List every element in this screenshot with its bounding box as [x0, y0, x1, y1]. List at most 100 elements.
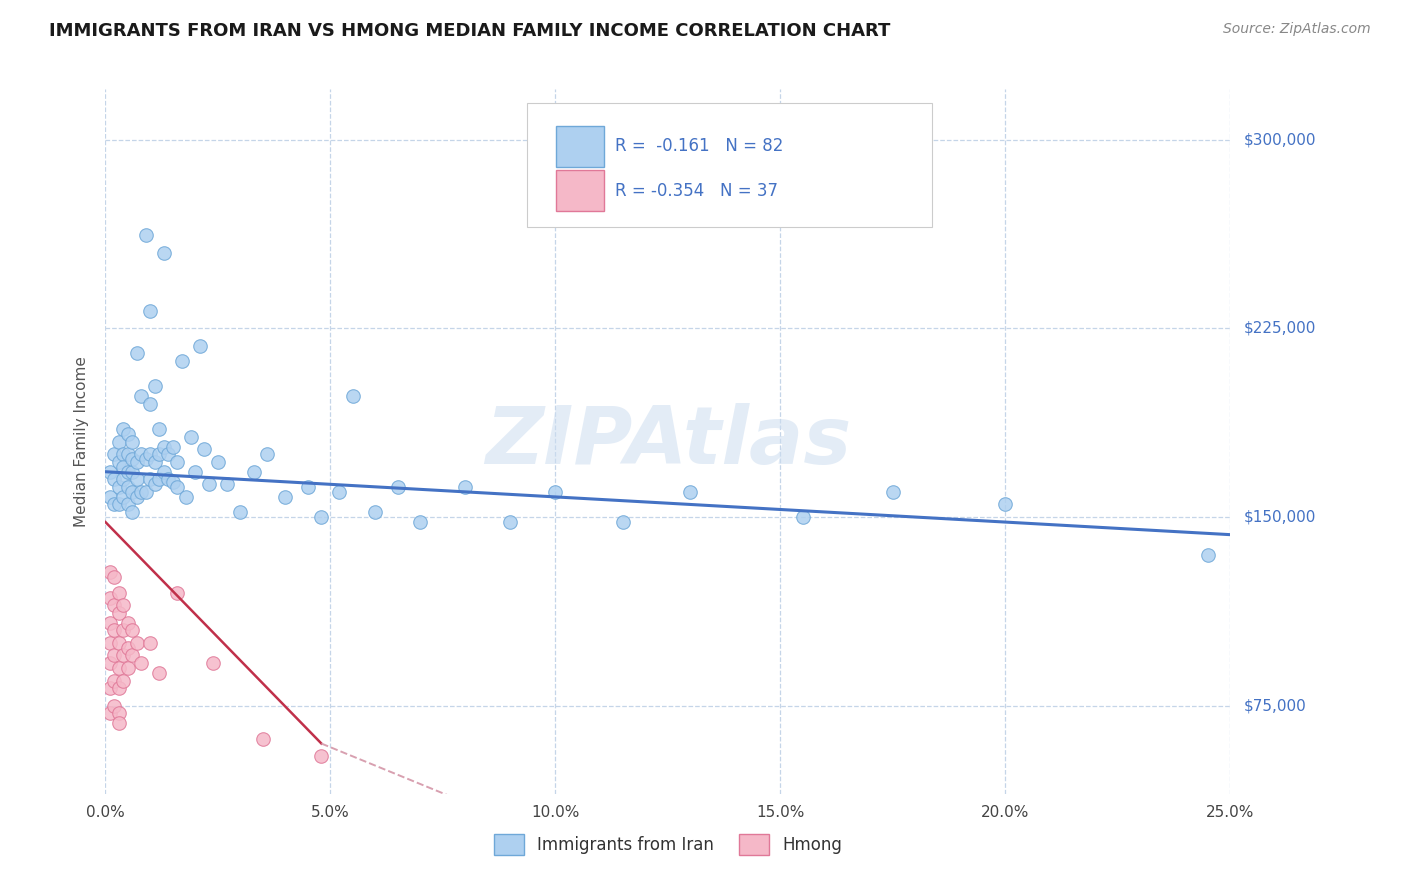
Point: [170, 354, 193, 368]
Text: $225,000: $225,000: [1244, 321, 1316, 335]
Point: [148, 666, 170, 681]
Point: [103, 598, 125, 612]
Point: [198, 477, 221, 491]
Point: [157, 472, 180, 486]
Point: [387, 480, 409, 494]
Point: [121, 484, 143, 499]
Point: [125, 455, 148, 469]
Point: [121, 648, 143, 663]
Point: [125, 490, 148, 504]
Point: [148, 447, 170, 461]
Point: [166, 585, 188, 599]
Point: [117, 640, 139, 655]
Point: [311, 510, 333, 524]
Point: [112, 490, 135, 504]
Point: [252, 731, 274, 746]
Point: [153, 245, 176, 260]
Point: [98, 566, 121, 580]
Point: [454, 480, 477, 494]
Point: [176, 490, 198, 504]
Point: [117, 615, 139, 630]
Point: [229, 505, 252, 519]
FancyBboxPatch shape: [527, 103, 932, 227]
Legend: Immigrants from Iran, Hmong: Immigrants from Iran, Hmong: [485, 826, 851, 863]
Point: [98, 681, 121, 696]
Point: [153, 465, 176, 479]
Point: [139, 447, 162, 461]
Point: [125, 472, 148, 486]
Point: [188, 339, 211, 353]
Text: R =  -0.161   N = 82: R = -0.161 N = 82: [614, 137, 783, 155]
Point: [98, 656, 121, 670]
Point: [139, 472, 162, 486]
Point: [125, 636, 148, 650]
Y-axis label: Median Family Income: Median Family Income: [73, 356, 89, 527]
Point: [157, 447, 180, 461]
Text: $150,000: $150,000: [1244, 509, 1316, 524]
Point: [166, 480, 188, 494]
Point: [108, 606, 131, 620]
Point: [98, 636, 121, 650]
Point: [243, 465, 266, 479]
Text: IMMIGRANTS FROM IRAN VS HMONG MEDIAN FAMILY INCOME CORRELATION CHART: IMMIGRANTS FROM IRAN VS HMONG MEDIAN FAM…: [49, 22, 890, 40]
Point: [98, 615, 121, 630]
Point: [103, 498, 125, 512]
Point: [103, 472, 125, 486]
Point: [139, 636, 162, 650]
Point: [135, 452, 157, 467]
Point: [131, 389, 153, 403]
Point: [994, 498, 1017, 512]
Point: [112, 624, 135, 638]
Text: $300,000: $300,000: [1244, 132, 1316, 147]
Point: [256, 447, 278, 461]
Point: [193, 442, 215, 456]
Point: [112, 598, 135, 612]
Point: [297, 480, 319, 494]
Point: [98, 465, 121, 479]
Point: [125, 346, 148, 360]
Point: [103, 570, 125, 584]
Point: [108, 661, 131, 675]
Point: [143, 379, 166, 393]
Point: [98, 591, 121, 605]
Point: [103, 648, 125, 663]
Point: [162, 440, 184, 454]
Point: [882, 484, 904, 499]
Point: [108, 455, 131, 469]
Point: [207, 455, 229, 469]
Point: [117, 465, 139, 479]
Point: [148, 472, 170, 486]
Point: [103, 624, 125, 638]
Point: [117, 498, 139, 512]
Point: [499, 515, 522, 529]
Point: [143, 477, 166, 491]
Point: [117, 447, 139, 461]
Point: [121, 434, 143, 449]
Point: [143, 455, 166, 469]
Point: [148, 422, 170, 436]
Point: [135, 484, 157, 499]
Text: R = -0.354   N = 37: R = -0.354 N = 37: [614, 182, 778, 201]
Point: [112, 648, 135, 663]
Text: $75,000: $75,000: [1244, 698, 1308, 714]
Point: [166, 455, 188, 469]
Point: [679, 484, 702, 499]
Point: [311, 749, 333, 764]
Point: [108, 636, 131, 650]
Point: [112, 459, 135, 474]
Point: [792, 510, 814, 524]
Point: [121, 624, 143, 638]
Point: [98, 706, 121, 721]
Point: [131, 656, 153, 670]
Point: [1197, 548, 1219, 562]
Point: [108, 480, 131, 494]
FancyBboxPatch shape: [557, 170, 603, 211]
Point: [121, 452, 143, 467]
Point: [135, 228, 157, 243]
Point: [612, 515, 634, 529]
FancyBboxPatch shape: [557, 126, 603, 167]
Point: [215, 477, 238, 491]
Point: [409, 515, 432, 529]
Point: [121, 465, 143, 479]
Point: [184, 465, 207, 479]
